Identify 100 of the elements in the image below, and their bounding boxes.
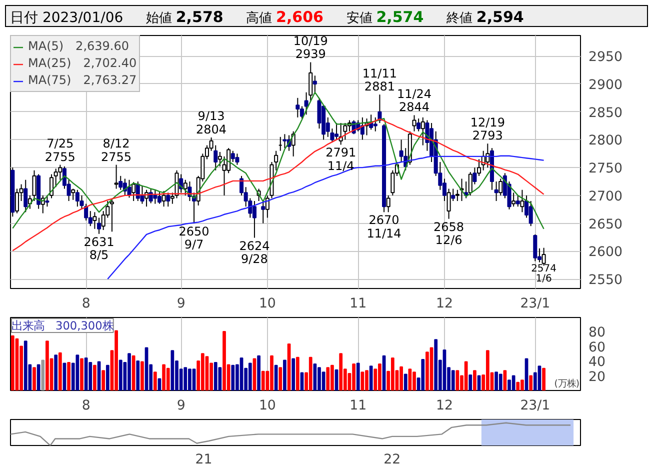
bar — [486, 350, 490, 390]
text: 始値 2,578 — [146, 8, 224, 26]
bar — [369, 366, 373, 390]
candlestick — [486, 143, 490, 168]
bar — [408, 368, 412, 390]
bar — [62, 362, 66, 390]
annotation: 2624 9/28 — [239, 238, 270, 266]
x-tick-label: 22 — [384, 452, 401, 468]
y-tick-label: 2700 — [588, 189, 622, 204]
bar — [278, 367, 282, 390]
bar — [231, 364, 235, 390]
bar — [292, 358, 296, 390]
bar — [503, 370, 507, 390]
bar — [261, 370, 265, 390]
bar — [308, 356, 312, 390]
candlestick — [54, 168, 58, 188]
bar — [84, 358, 88, 390]
candlestick — [50, 174, 54, 199]
y-tick-label: 80 — [588, 326, 606, 341]
bar — [166, 368, 170, 390]
bar — [538, 366, 542, 390]
bar — [46, 340, 49, 390]
bar — [32, 367, 36, 390]
candlestick — [24, 179, 28, 213]
x-tick-label: 9 — [176, 296, 186, 312]
bar — [360, 372, 364, 390]
annotation: 2791 11/4 — [326, 146, 356, 174]
annotation: 9/13 2804 — [196, 109, 227, 136]
bar — [456, 370, 460, 390]
annotation: 2650 9/7 — [178, 224, 210, 252]
x-tick-label: 9 — [176, 398, 186, 414]
bar — [542, 368, 546, 390]
y-tick-label: 60 — [588, 340, 606, 356]
candlestick — [512, 192, 516, 208]
candlestick — [140, 184, 144, 204]
x-tick-label: 8 — [82, 296, 90, 312]
y-tick-label: 2600 — [588, 245, 622, 260]
candlestick — [282, 134, 287, 149]
bar — [41, 360, 45, 390]
candlestick — [97, 217, 102, 234]
bar — [529, 375, 533, 390]
annotation: 7/25 2755 — [44, 136, 76, 164]
y-tick-label: 2800 — [588, 134, 622, 149]
bar — [36, 364, 40, 390]
bar — [140, 361, 144, 390]
bar — [468, 374, 472, 390]
candlestick — [296, 97, 300, 118]
candlestick — [477, 158, 482, 176]
bar — [192, 368, 196, 390]
candlestick — [166, 192, 170, 208]
candlestick — [162, 190, 166, 208]
x-tick-label: 12 — [436, 398, 453, 414]
bar — [214, 362, 218, 390]
text: 終値 2,594 — [446, 8, 524, 26]
candlestick — [110, 199, 114, 232]
bar — [205, 356, 209, 390]
candlestick — [291, 130, 296, 157]
bar — [102, 370, 106, 390]
chart-title: 日付 2023/01/06 — [10, 10, 124, 26]
bar — [24, 340, 28, 390]
x-tick-label: 23/1 — [520, 296, 550, 312]
candlestick — [265, 194, 270, 218]
bar — [118, 360, 122, 390]
bar — [240, 358, 244, 390]
bar — [313, 363, 317, 390]
bar — [400, 366, 403, 390]
candlestick — [446, 188, 451, 220]
candlestick — [32, 170, 36, 202]
candlestick — [114, 164, 118, 190]
bar — [106, 364, 110, 390]
bar — [287, 344, 291, 390]
candlestick — [235, 153, 240, 166]
bar — [153, 372, 157, 390]
bar — [76, 354, 80, 390]
text: 高値 2,606 — [246, 8, 324, 26]
bar — [132, 355, 136, 390]
bar — [326, 367, 330, 390]
y-tick-label: 2650 — [588, 217, 622, 232]
bar — [283, 360, 286, 390]
annotation: 10/19 2939 — [293, 34, 328, 62]
bar — [10, 335, 14, 390]
candlestick — [300, 106, 304, 120]
candlestick — [455, 189, 460, 202]
bar — [58, 352, 62, 390]
candlestick — [71, 188, 76, 200]
bar — [430, 347, 434, 390]
annotation: 12/19 2793 — [470, 115, 505, 143]
x-tick-label: 10 — [258, 398, 276, 414]
candlestick — [153, 189, 158, 204]
candlestick — [468, 172, 472, 196]
candlestick — [516, 194, 520, 208]
bar — [464, 361, 468, 390]
bar — [144, 347, 148, 390]
y-axis-title: (万株) — [554, 378, 580, 390]
candlestick — [533, 234, 538, 262]
annotation: 11/24 2844 — [396, 86, 432, 114]
candlestick — [252, 200, 256, 238]
candlestick — [312, 75, 317, 93]
candlestick — [412, 114, 416, 132]
y-tick-label: 40 — [588, 355, 606, 370]
